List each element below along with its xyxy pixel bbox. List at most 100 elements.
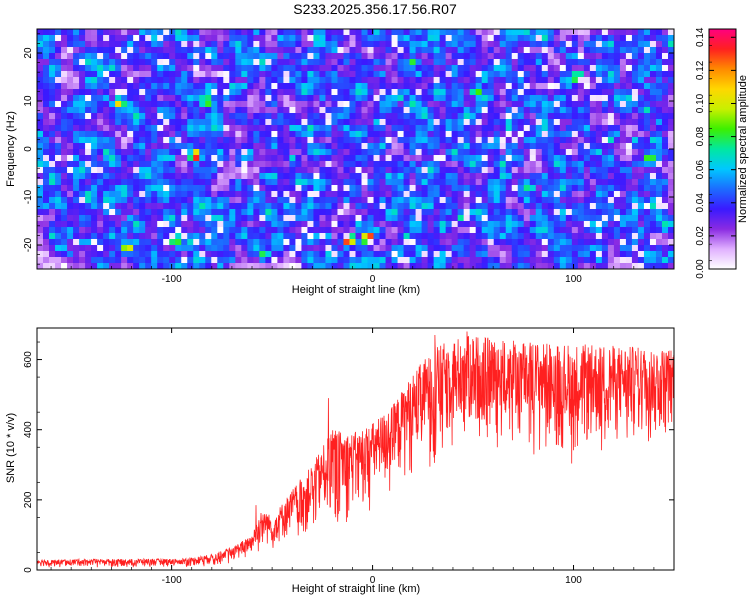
heatmap-cell (565, 41, 573, 48)
heatmap-cell (181, 221, 188, 228)
heatmap-cell (379, 41, 387, 48)
heatmap-cell (97, 41, 104, 48)
heatmap-cell (193, 137, 200, 144)
heatmap-cell (271, 131, 278, 138)
heatmap-cell (67, 155, 74, 162)
heatmap-cell (559, 191, 567, 198)
heatmap-cell (409, 137, 417, 144)
heatmap-cell (409, 143, 417, 150)
heatmap-cell (259, 71, 266, 78)
heatmap-cell (649, 167, 657, 174)
heatmap-cell (67, 65, 74, 72)
heatmap-cell (319, 65, 327, 72)
heatmap-cell (133, 131, 140, 138)
heatmap-cell (103, 221, 110, 228)
heatmap-cell (367, 167, 375, 174)
heatmap-cell (127, 185, 134, 192)
heatmap-cell (439, 101, 447, 108)
heatmap-cell (367, 215, 375, 222)
heatmap-cell (655, 29, 663, 36)
heatmap-cell (487, 101, 495, 108)
heatmap-cell (127, 233, 134, 240)
heatmap-cell (583, 53, 591, 60)
heatmap-cell (265, 89, 272, 96)
heatmap-cell (49, 167, 56, 174)
heatmap-cell (283, 215, 290, 222)
heatmap-cell (79, 137, 86, 144)
heatmap-cell (361, 179, 369, 186)
heatmap-cell (169, 53, 176, 60)
heatmap-cell (61, 125, 68, 132)
heatmap-cell (661, 257, 669, 264)
heatmap-cell (235, 197, 242, 204)
heatmap-cell (553, 89, 561, 96)
heatmap-cell (235, 203, 242, 210)
heatmap-cell (343, 71, 351, 78)
heatmap-cell (229, 263, 236, 269)
heatmap-cell (193, 239, 200, 246)
heatmap-cell (469, 155, 477, 162)
heatmap-cell (511, 89, 519, 96)
heatmap-cell (559, 245, 567, 252)
heatmap-cell (463, 35, 471, 42)
heatmap-cell (355, 185, 363, 192)
heatmap-cell (397, 173, 405, 180)
heatmap-cell (523, 209, 531, 216)
heatmap-cell (553, 191, 561, 198)
heatmap-cell (421, 227, 429, 234)
heatmap-cell (661, 41, 669, 48)
heatmap-cell (529, 143, 537, 150)
heatmap-cell (337, 47, 345, 54)
heatmap-cell (451, 89, 459, 96)
heatmap-cell (259, 95, 266, 102)
heatmap-cell (385, 173, 393, 180)
heatmap-cell (607, 215, 615, 222)
heatmap-cell (91, 263, 98, 269)
heatmap-cell (529, 197, 537, 204)
heatmap-cell (49, 65, 56, 72)
heatmap-cell (139, 71, 146, 78)
heatmap-cell (163, 29, 170, 36)
heatmap-cell (601, 203, 609, 210)
heatmap-cell (415, 161, 423, 168)
heatmap-cell (451, 173, 459, 180)
heatmap-cell (283, 209, 290, 216)
heatmap-cell (163, 35, 170, 42)
heatmap-cell (373, 251, 381, 258)
heatmap-cell (103, 131, 110, 138)
heatmap-cell (319, 221, 327, 228)
heatmap-cell (217, 131, 224, 138)
heatmap-cell (649, 221, 657, 228)
heatmap-cell (391, 83, 399, 90)
heatmap-cell (559, 221, 567, 228)
heatmap-cell (145, 215, 152, 222)
heatmap-cell (649, 137, 657, 144)
heatmap-cell (445, 101, 453, 108)
heatmap-cell (511, 107, 519, 114)
heatmap-cell (535, 89, 543, 96)
heatmap-cell (517, 245, 525, 252)
heatmap-cell (379, 209, 387, 216)
heatmap-cell (499, 53, 507, 60)
heatmap-cell (577, 263, 585, 269)
heatmap-cell (511, 71, 519, 78)
heatmap-cell (505, 137, 513, 144)
heatmap-cell (655, 227, 663, 234)
heatmap-cell (517, 35, 525, 42)
heatmap-cell (115, 53, 122, 60)
heatmap-cell (223, 119, 230, 126)
heatmap-cell (85, 197, 92, 204)
heatmap-cell (67, 41, 74, 48)
heatmap-cell (547, 209, 555, 216)
heatmap-cell (427, 251, 435, 258)
heatmap-cell (469, 77, 477, 84)
heatmap-cell (103, 143, 110, 150)
heatmap-cell (85, 221, 92, 228)
heatmap-cell (199, 53, 206, 60)
heatmap-cell (97, 77, 104, 84)
heatmap-cell (523, 263, 531, 269)
heatmap-cell (241, 47, 248, 54)
heatmap-cell (235, 251, 242, 258)
heatmap-cell (319, 215, 327, 222)
heatmap-cell (67, 221, 74, 228)
